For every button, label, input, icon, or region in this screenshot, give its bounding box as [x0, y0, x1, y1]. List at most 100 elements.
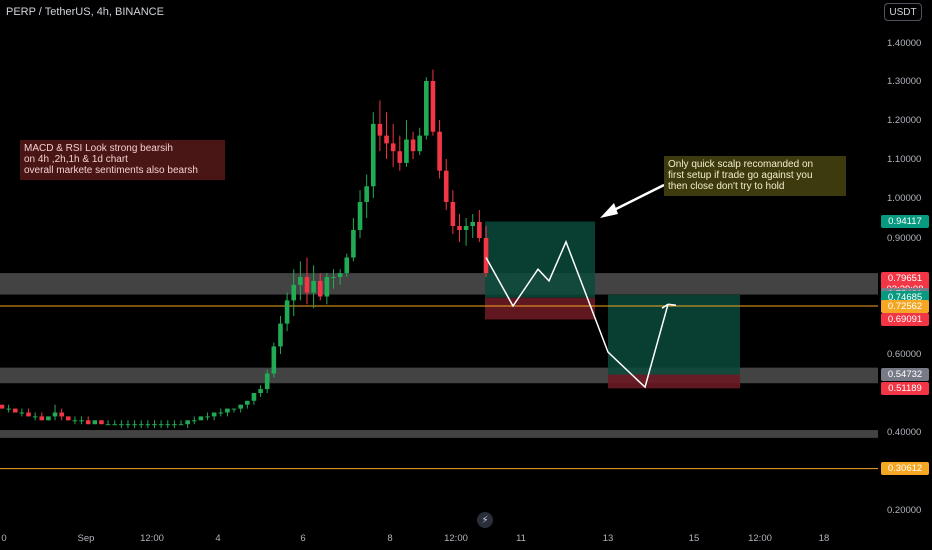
candle-55	[364, 186, 369, 202]
candle-21	[138, 424, 144, 426]
x-tick-8: 13	[603, 533, 614, 544]
price-tag-7: 0.51189	[881, 381, 929, 395]
candle-10	[66, 416, 71, 421]
candle-48	[317, 280, 323, 297]
candle-59	[390, 143, 396, 152]
long-target-box-1	[485, 221, 595, 298]
support-resistance-zones	[0, 273, 878, 438]
position-tools	[485, 221, 740, 389]
candle-73	[483, 238, 489, 274]
analysis-note-bearish[interactable]: MACD & RSI Look strong bearsih on 4h ,2h…	[20, 140, 225, 180]
y-axis[interactable]: 1.40000 1.30000 1.20000 1.10000 1.00000 0.900…	[887, 38, 921, 516]
candle-11	[72, 420, 78, 422]
candle-47	[311, 280, 316, 293]
candle-42	[278, 323, 283, 347]
candle-34	[225, 408, 230, 413]
x-tick-6: 12:00	[444, 533, 468, 544]
price-tag-value: 0.51189	[888, 382, 922, 394]
short-stop-box-2	[608, 374, 740, 389]
candle-38	[251, 393, 257, 401]
price-tag-value: 0.72562	[887, 300, 923, 312]
candle-60	[397, 151, 403, 163]
y-tick-6: 0.60000	[887, 349, 921, 360]
candle-53	[351, 230, 356, 258]
analysis-note-scalp[interactable]: Only quick scalp recomanded on first set…	[664, 156, 846, 196]
x-tick-5: 8	[387, 533, 392, 544]
x-tick-2: 12:00	[140, 533, 164, 544]
y-tick-1: 1.30000	[887, 76, 921, 87]
candle-40	[264, 373, 270, 390]
candle-72	[477, 222, 482, 238]
candle-6	[39, 416, 45, 421]
candle-57	[377, 123, 383, 136]
candle-24	[158, 424, 164, 426]
candle-56	[370, 123, 376, 187]
candle-33	[218, 412, 224, 414]
candle-3	[19, 412, 25, 414]
candle-35	[231, 408, 237, 410]
candle-52	[344, 257, 350, 274]
short-target-box-2	[608, 294, 740, 375]
x-tick-4: 6	[300, 533, 305, 544]
candle-71	[470, 222, 476, 226]
candle-18	[119, 424, 124, 426]
candle-32	[211, 412, 217, 417]
x-axis[interactable]: 0 Sep 12:00 4 6 8 12:00 11 13 15 12:00 18	[1, 533, 829, 544]
projection-arrowhead	[661, 303, 677, 309]
price-tag-8: 0.30612	[881, 462, 929, 476]
candle-0	[0, 404, 5, 409]
price-tag-5: 0.69091	[881, 312, 929, 326]
candle-36	[238, 404, 243, 409]
x-tick-11: 18	[819, 533, 830, 544]
candle-70	[463, 226, 469, 230]
y-tick-4: 1.00000	[887, 193, 921, 204]
candle-67	[443, 170, 449, 202]
candle-7	[46, 416, 51, 421]
symbol-title: PERP / TetherUS, 4h, BINANCE	[6, 6, 164, 18]
currency-button[interactable]: USDT	[884, 3, 922, 21]
candle-5	[32, 416, 38, 418]
candle-62	[410, 139, 416, 152]
candle-14	[92, 420, 98, 425]
candle-20	[132, 424, 137, 426]
callout-arrow-head	[600, 203, 618, 218]
price-tag-value: 0.30612	[887, 463, 923, 475]
projection-zigzag	[485, 239, 669, 389]
candle-23	[152, 424, 157, 426]
zone-0	[0, 273, 878, 295]
lightning-icon[interactable]: ⚡	[477, 512, 493, 528]
x-tick-10: 12:00	[748, 533, 772, 544]
y-tick-5: 0.90000	[887, 233, 921, 244]
long-stop-box-1	[485, 297, 595, 320]
candle-44	[291, 284, 297, 301]
candle-64	[424, 81, 429, 136]
candle-25	[165, 424, 171, 426]
price-tag-value: 0.79651	[887, 273, 923, 285]
candle-54	[357, 202, 363, 230]
zone-2	[0, 430, 878, 438]
x-tick-7: 11	[516, 533, 526, 544]
x-tick-0: 0	[1, 533, 6, 544]
y-tick-2: 1.20000	[887, 115, 921, 126]
price-tag-value: 0.69091	[887, 313, 923, 325]
y-tick-7: 0.40000	[887, 427, 921, 438]
candle-8	[52, 412, 58, 417]
candle-17	[112, 424, 118, 426]
candle-30	[198, 416, 204, 421]
candle-43	[284, 300, 290, 324]
price-tag-6: 0.54732	[881, 368, 929, 382]
candle-51	[337, 273, 343, 277]
candle-16	[105, 424, 111, 426]
zone-1	[0, 367, 878, 384]
candlestick-series	[0, 69, 489, 429]
candle-65	[430, 81, 436, 132]
y-tick-0: 1.40000	[887, 38, 921, 49]
horizontal-lines	[0, 305, 878, 470]
candle-46	[304, 277, 310, 293]
x-tick-9: 15	[689, 533, 700, 544]
candle-15	[99, 420, 104, 425]
x-tick-3: 4	[215, 533, 220, 544]
candle-13	[85, 420, 91, 425]
x-tick-1: Sep	[78, 533, 95, 544]
